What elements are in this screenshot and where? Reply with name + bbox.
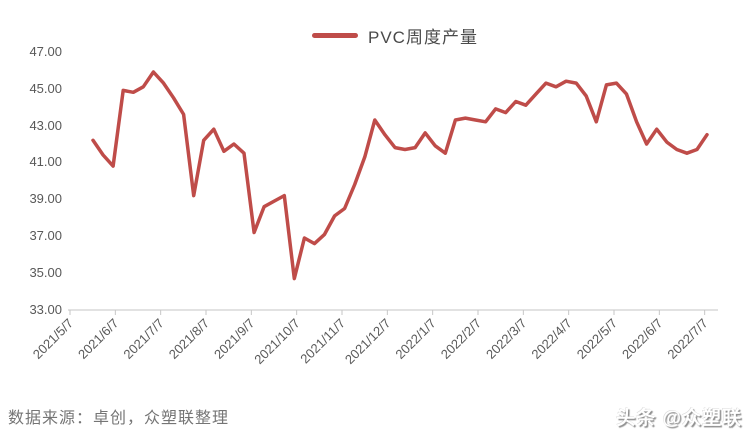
x-tick-label: 2022/5/7 (574, 316, 620, 362)
legend-label: PVC周度产量 (368, 27, 478, 47)
data-source-note: 数据来源：卓创，众塑联整理 (8, 410, 230, 427)
x-tick-label: 2022/1/7 (392, 316, 438, 362)
x-tick-label: 2022/4/7 (528, 316, 574, 362)
y-tick-label: 47.00 (29, 43, 62, 59)
x-tick-label: 2021/7/7 (120, 316, 166, 362)
x-tick-label: 2022/7/7 (664, 316, 710, 362)
x-tick-label: 2022/6/7 (619, 316, 665, 362)
y-tick-label: 39.00 (29, 191, 62, 207)
legend: PVC周度产量 (312, 24, 478, 47)
legend-line-swatch (312, 32, 358, 38)
pvc-weekly-output-line (91, 70, 709, 281)
y-tick-label: 33.00 (29, 302, 62, 317)
y-tick-label: 43.00 (29, 117, 62, 133)
x-tick-label: 2021/9/7 (211, 316, 257, 362)
x-axis-labels: 2021/5/72021/6/72021/7/72021/8/72021/9/7… (30, 316, 711, 368)
y-tick-label: 45.00 (29, 80, 62, 96)
x-tick-label: 2021/6/7 (75, 316, 121, 362)
x-tick-label: 2021/8/7 (166, 316, 212, 362)
watermark-badge: 头条 @众塑联 (616, 408, 742, 429)
y-tick-label: 41.00 (29, 154, 62, 170)
y-tick-label: 35.00 (29, 265, 62, 281)
x-tick-label: 2021/11/7 (297, 316, 348, 367)
x-tick-label: 2022/2/7 (438, 316, 484, 362)
x-tick-label: 2021/10/7 (251, 316, 303, 368)
x-tick-label: 2021/12/7 (342, 316, 394, 368)
x-tick-label: 2022/3/7 (483, 316, 529, 362)
y-tick-label: 37.00 (29, 228, 62, 244)
series-lines (91, 70, 709, 281)
x-tick-label: 2021/5/7 (30, 316, 76, 362)
x-axis (68, 309, 718, 315)
